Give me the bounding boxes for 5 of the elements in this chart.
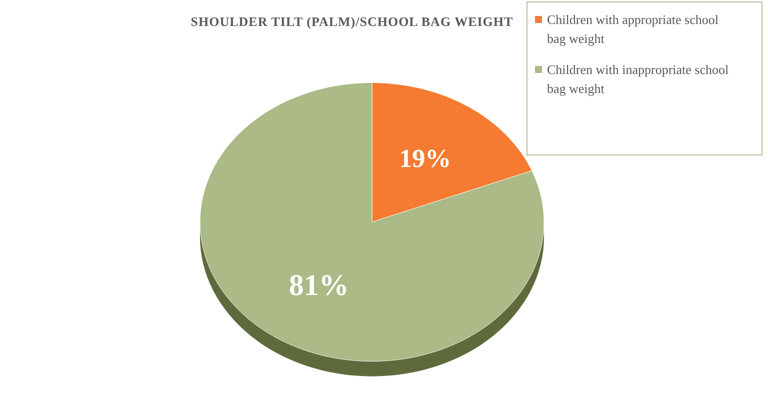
text: SHOULDER TILT (PALM)/SCHOOL BAG WEIGHT [190, 14, 514, 29]
legend-label: Children with appropriate school bag weight [547, 12, 719, 46]
data-label: 19% [399, 144, 452, 174]
data-label: 81% [288, 268, 349, 302]
legend-label: Children with inappropriate school bag weight [547, 62, 729, 96]
